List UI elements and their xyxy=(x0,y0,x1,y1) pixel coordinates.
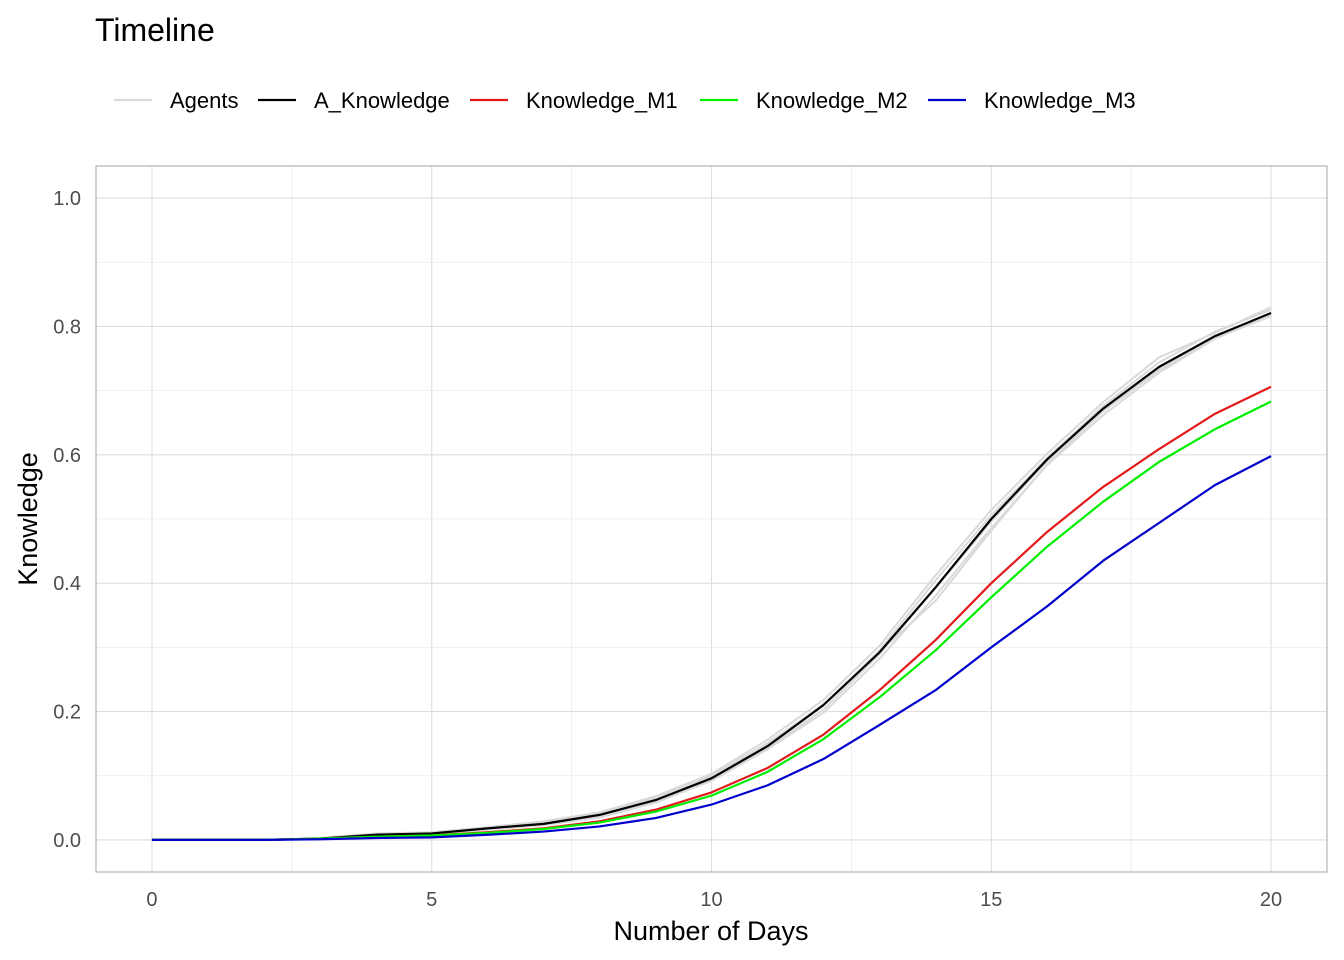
legend-label-knowledge-m1: Knowledge_M1 xyxy=(526,88,678,113)
y-tick-label: 0.2 xyxy=(53,702,81,724)
x-axis-title: Number of Days xyxy=(613,916,808,946)
legend-label-a-knowledge: A_Knowledge xyxy=(314,88,450,113)
y-axis-title: Knowledge xyxy=(13,452,43,586)
x-tick-label: 20 xyxy=(1260,889,1282,911)
legend-label-knowledge-m3: Knowledge_M3 xyxy=(984,88,1136,113)
legend: Agents A_Knowledge Knowledge_M1 Knowledge_M… xyxy=(114,88,1136,113)
x-axis-ticks: 0 5 10 15 20 xyxy=(146,889,1282,911)
x-tick-label: 15 xyxy=(980,889,1002,911)
series-line-knowledge-m3 xyxy=(151,455,1272,842)
y-tick-label: 0.8 xyxy=(53,316,81,338)
legend-label-agents: Agents xyxy=(170,88,239,113)
y-tick-label: 0.6 xyxy=(53,445,81,467)
y-tick-label: 0.4 xyxy=(53,573,81,595)
plot-border xyxy=(95,165,1328,873)
x-tick-label: 10 xyxy=(700,889,722,911)
x-tick-label: 0 xyxy=(146,889,157,911)
y-tick-label: 0.0 xyxy=(53,830,81,852)
y-axis-ticks: 0.0 0.2 0.4 0.6 0.8 1.0 xyxy=(53,188,81,852)
x-tick-label: 5 xyxy=(426,889,437,911)
y-tick-label: 1.0 xyxy=(53,188,81,210)
legend-label-knowledge-m2: Knowledge_M2 xyxy=(756,88,908,113)
series-layer xyxy=(151,306,1272,842)
chart-title: Timeline xyxy=(95,12,215,48)
